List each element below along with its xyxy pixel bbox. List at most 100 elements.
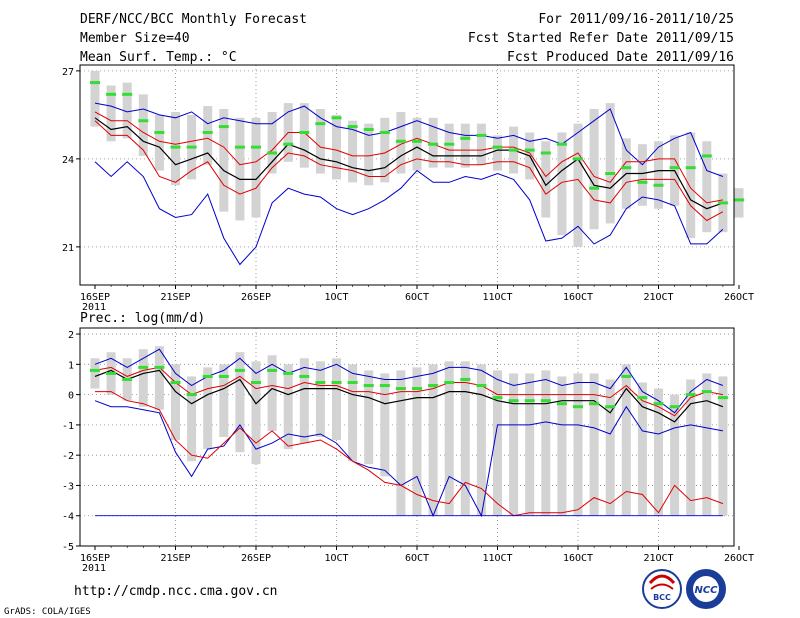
prec-spread-box <box>251 361 261 465</box>
prec-spread-box <box>476 364 486 516</box>
prec-y-tick-label: -4 <box>62 512 74 523</box>
temp-observed <box>90 81 744 205</box>
temp-min-line <box>94 161 724 266</box>
prec-spread-box <box>90 358 100 389</box>
temp-y-tick-label: 21 <box>62 243 74 254</box>
prec-x-tick-label: 21SEP <box>160 553 190 564</box>
temp-y-tick-label: 27 <box>62 67 74 78</box>
prec-spread-box <box>460 361 470 516</box>
prec-spread-box <box>299 358 309 444</box>
prec-boxes <box>90 346 728 516</box>
temp-spread-box <box>203 106 213 165</box>
prec-x-ticks: 16SEP 21SEP 26SEP 1OCT 6OCT 11OCT 16OCT 21OCT 26… <box>80 546 754 564</box>
temp-spread-box <box>605 103 615 224</box>
chart-title: DERF/NCC/BCC Monthly Forecast <box>80 12 307 27</box>
prec-x-tick-label: 16OCT <box>563 553 593 564</box>
prec-spread-box <box>686 379 696 516</box>
temp-x-tick-label: 26SEP <box>241 292 271 303</box>
temp-spread-box <box>138 94 148 156</box>
prec-mean-line <box>94 369 724 423</box>
prec-spread-box <box>315 361 325 437</box>
prec-spread-box <box>380 373 390 477</box>
temp-x-tick-label: 11OCT <box>482 292 512 303</box>
temp-x-tick-label: 1OCT <box>324 292 348 303</box>
prec-spread-box <box>573 373 583 516</box>
temp-spread-box <box>702 141 712 233</box>
prec-y-tick-label: 1 <box>68 360 74 371</box>
prec-spread-box <box>396 370 406 516</box>
prec-spread-box <box>428 364 438 516</box>
temp-spread-box <box>348 120 358 183</box>
temp-x-ticks: 16SEP 21SEP 26SEP 1OCT 6OCT 11OCT 16OCT 21OCT 26… <box>80 285 754 303</box>
temp-spread-box <box>154 114 164 171</box>
forecast-range: For 2011/09/16-2011/10/25 <box>538 12 734 27</box>
source-url: http://cmdp.ncc.cma.gov.cn <box>74 584 278 599</box>
temp-panel-title: Mean Surf. Temp.: °C <box>80 50 237 65</box>
prec-spread-box <box>621 364 631 516</box>
prec-spread-box <box>138 349 148 407</box>
prec-max-line <box>94 348 724 414</box>
prec-lines <box>94 348 724 518</box>
temp-y-tick-label: 24 <box>62 155 74 166</box>
prec-spread-box <box>541 370 551 516</box>
temp-spread-box <box>219 109 229 212</box>
prec-panel-title: Prec.: log(mm/d) <box>80 311 205 326</box>
temp-spread-box <box>332 114 341 180</box>
prec-spread-box <box>154 346 164 410</box>
temp-spread-box <box>589 109 599 230</box>
prec-spread-box <box>364 370 374 465</box>
prec-spread-box <box>718 376 728 516</box>
temp-max-line <box>94 102 724 177</box>
prec-y-tick-label: -3 <box>62 481 74 492</box>
prec-y-tick-label: 0 <box>68 391 74 402</box>
temp-spread-box <box>637 144 647 206</box>
temp-lines <box>94 102 724 266</box>
prec-spread-box <box>525 373 535 516</box>
prec-spread-box <box>637 382 647 516</box>
prec-x-tick-label: 26SEP <box>241 553 271 564</box>
bcc-logo-text: BCC <box>653 593 671 602</box>
temp-year-label: 2011 <box>82 302 106 313</box>
prec-x-tick-label: 6OCT <box>405 553 429 564</box>
temp-spread-box <box>90 70 100 127</box>
prec-lower-line <box>95 391 724 517</box>
temp-lower-line <box>94 120 724 222</box>
prec-x-tick-label: 21OCT <box>643 553 673 564</box>
temp-x-tick-label: 6OCT <box>405 292 429 303</box>
prec-year-label: 2011 <box>82 563 106 574</box>
member-size: Member Size=40 <box>80 31 190 46</box>
prec-spread-box <box>444 361 454 516</box>
prec-spread-box <box>171 364 180 441</box>
prec-spread-box <box>670 394 680 516</box>
prec-spread-box <box>203 367 213 450</box>
prec-upper-line <box>94 366 723 417</box>
prec-y-ticks: -5 -4 -3 -2 -1 0 1 2 <box>62 330 80 553</box>
prec-spread-box <box>557 376 567 516</box>
prec-spread-box <box>235 352 245 453</box>
fcst-started-date: Fcst Started Refer Date 2011/09/15 <box>468 31 734 46</box>
prec-spread-box <box>348 364 358 462</box>
prec-spread-box <box>509 373 519 516</box>
temp-x-tick-label: 26OCT <box>724 292 754 303</box>
temp-spread-box <box>686 132 696 239</box>
prec-panel: -5 -4 -3 -2 -1 0 1 2 16SEP 21SEP 26SEP 1OCT 6OCT 11O… <box>62 327 754 574</box>
prec-x-tick-label: 26OCT <box>724 553 754 564</box>
prec-spread-box <box>219 364 229 437</box>
temp-spread-box <box>460 123 470 168</box>
prec-min-line <box>94 400 723 518</box>
prec-x-tick-label: 16SEP <box>80 553 110 564</box>
temp-x-tick-label: 21SEP <box>160 292 190 303</box>
prec-spread-box <box>332 358 341 441</box>
temp-spread-box <box>251 117 261 218</box>
temp-spread-box <box>734 188 744 218</box>
temp-upper-line <box>94 111 723 204</box>
prec-y-tick-label: -1 <box>62 421 74 432</box>
temp-spread-box <box>299 103 309 168</box>
temp-spread-box <box>380 117 390 183</box>
ncc-logo: NCC <box>686 569 726 609</box>
prec-spread-box <box>283 364 293 450</box>
prec-spread-box <box>589 373 599 516</box>
ncc-logo-text: NCC <box>694 585 718 596</box>
prec-y-tick-label: -2 <box>62 451 74 462</box>
